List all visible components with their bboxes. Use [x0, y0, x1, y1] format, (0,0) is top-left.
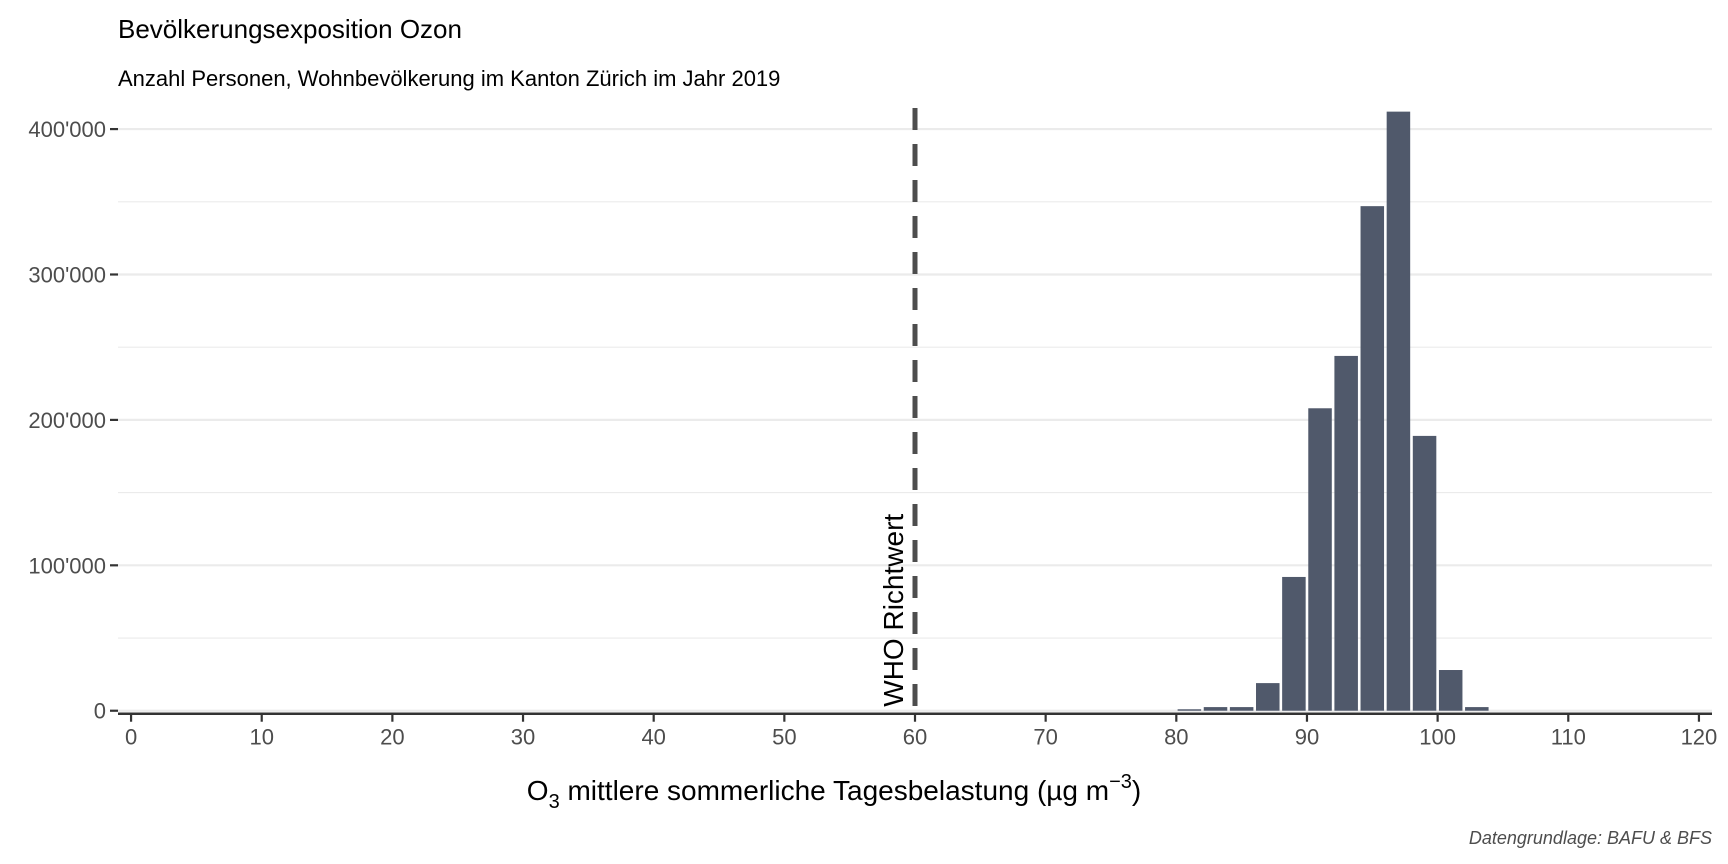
bars: [1177, 111, 1489, 711]
bar: [1360, 206, 1385, 711]
reference-line-group: WHO Richtwert: [878, 108, 918, 711]
axes: 0 100'000 200'000 300'000 400'000 0 10 20 30 40 50…: [28, 117, 1718, 750]
x-tick-label: 60: [903, 725, 927, 750]
x-tick-label: 20: [380, 725, 404, 750]
caption: Datengrundlage: BAFU & BFS: [1469, 828, 1712, 848]
bar: [1282, 576, 1306, 711]
x-tick-label: 0: [125, 725, 137, 750]
bar: [1256, 683, 1280, 711]
x-tick-label: 40: [641, 725, 665, 750]
bar: [1386, 111, 1411, 711]
x-tick-label: 30: [511, 725, 535, 750]
y-tick-label: 0: [94, 699, 106, 724]
y-tick-label: 300'000: [28, 262, 106, 287]
y-tick-label: 400'000: [28, 117, 106, 142]
x-tick-label: 110: [1551, 725, 1586, 750]
bar: [1308, 408, 1332, 711]
x-tick-label: 10: [249, 725, 273, 750]
bar: [1229, 707, 1254, 711]
x-tick-label: 80: [1164, 725, 1188, 750]
x-axis-title: O3 mittlere sommerliche Tagesbelastung (…: [527, 771, 1141, 813]
bar: [1177, 709, 1202, 711]
who-reference-label: WHO Richtwert: [878, 514, 909, 707]
chart-title: Bevölkerungsexposition Ozon: [118, 14, 462, 44]
x-tick-label: 90: [1295, 725, 1319, 750]
x-tick-label: 70: [1033, 725, 1057, 750]
x-tick-label: 50: [772, 725, 796, 750]
bar: [1465, 707, 1489, 711]
bar: [1438, 670, 1463, 711]
x-tick-label: 100: [1419, 725, 1456, 750]
chart-subtitle: Anzahl Personen, Wohnbevölkerung im Kant…: [118, 66, 780, 91]
x-tick-label: 120: [1681, 725, 1718, 750]
y-tick-label: 200'000: [28, 408, 106, 433]
bar: [1412, 435, 1437, 711]
bar: [1203, 707, 1228, 711]
y-tick-label: 100'000: [28, 553, 106, 578]
bar: [1334, 355, 1358, 711]
